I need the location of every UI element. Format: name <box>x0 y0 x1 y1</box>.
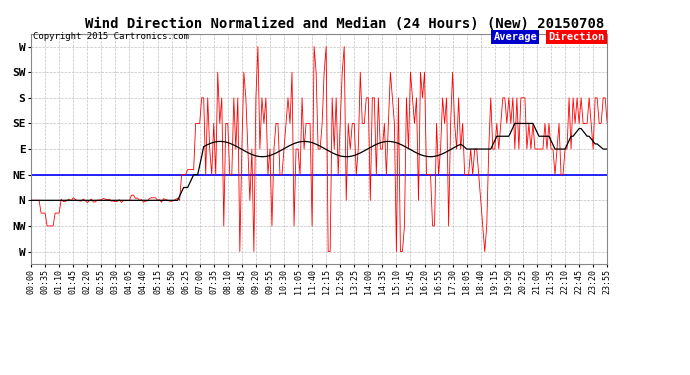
Text: Average: Average <box>493 32 537 42</box>
Text: Direction: Direction <box>549 32 605 42</box>
Text: Copyright 2015 Cartronics.com: Copyright 2015 Cartronics.com <box>33 32 189 41</box>
Text: Wind Direction Normalized and Median (24 Hours) (New) 20150708: Wind Direction Normalized and Median (24… <box>86 17 604 31</box>
